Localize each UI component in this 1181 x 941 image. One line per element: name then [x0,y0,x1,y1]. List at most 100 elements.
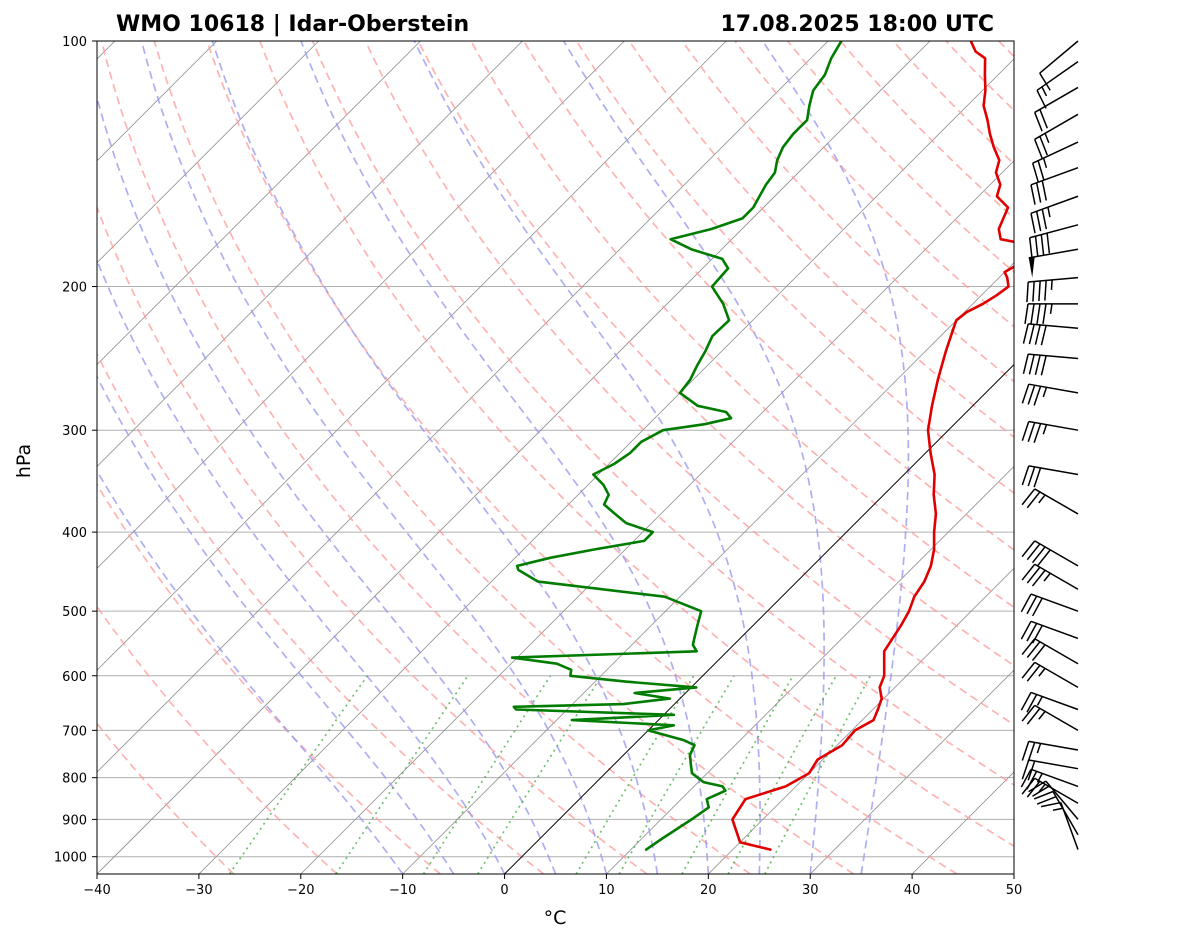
wind-barb-full [1021,540,1036,558]
wind-barb [1021,638,1079,665]
wind-barb-half [1038,783,1046,793]
y-tick-label: 800 [62,772,87,787]
wind-barb-half [1052,807,1064,811]
wind-barb-full [1031,546,1046,564]
wind-barb-full [1026,491,1041,509]
isotherm--50 [97,41,829,773]
y-tick-label: 700 [62,724,87,739]
wind-barb-half [1047,207,1051,218]
wind-barb-full [1021,741,1030,761]
mixing-ratio-0.4 [228,675,368,874]
wind-barb [1021,704,1079,732]
wind-barb-half [1038,710,1046,720]
wind-barb-full [1028,354,1035,375]
wind-barb-full [1031,162,1040,183]
wind-barb-full [1033,423,1042,444]
y-axis-ticks: 100 200 300 400 500 600 700 800 900 1000 [54,35,97,866]
wind-barb [1022,353,1079,376]
isotherm--10 [402,262,1014,874]
wind-barb [1021,420,1079,444]
wind-barb-full [1046,232,1051,254]
wind-barb-full [1027,466,1036,487]
wind-barb-full [1035,211,1042,232]
wind-barb-full [1028,237,1033,258]
wind-barb-full [1026,771,1038,790]
wind-barb-shaft [1034,638,1079,665]
wind-barb [1021,661,1079,689]
wind-barb-shaft [1034,563,1079,590]
x-tick-label: 0 [500,883,508,898]
isotherm-zero-line [504,363,1014,874]
plot-frame [96,40,1015,875]
wind-barb-shaft [1036,61,1079,91]
wind-barb-full [1031,597,1043,617]
mixing-ratio-2 [422,675,552,874]
moist-adiabat-10 [140,41,608,874]
isotherm--60 [97,41,727,671]
wind-barb-full [1022,323,1029,344]
wind-barb-full [1021,759,1030,780]
wind-barb-shaft [1028,465,1079,476]
mixing-ratio-12 [681,675,794,874]
isotherm-30 [809,669,1014,874]
wind-barb-shaft [1034,488,1079,515]
wind-barb-full [1034,139,1043,159]
y-tick-label: 300 [62,424,87,439]
wind-barb-full [1026,281,1029,303]
wind-barb [1033,790,1079,836]
moist-adiabat-0 [97,258,506,874]
wind-barb [1028,224,1079,258]
wind-barb-full [1036,795,1057,805]
wind-barb-full [1021,465,1030,486]
wind-barb-shaft [1052,791,1079,836]
wind-barb [1034,86,1079,132]
isotherm--20 [300,160,1014,874]
wind-barb-full [1039,136,1048,156]
wind-barb [1039,40,1079,91]
wind-barb-full [1038,280,1041,302]
wind-barb-shaft [1034,704,1079,732]
wind-barb-full [1044,280,1047,301]
wind-barb-shaft [1034,777,1079,804]
wind-barbs [1020,40,1079,850]
y-tick-label: 500 [62,605,87,620]
wind-barb-full [1021,638,1036,656]
wind-barb-full [1037,160,1045,181]
mixing-ratio-1 [335,675,469,874]
moist-adiabat--10 [97,469,404,874]
wind-barb-half [1042,157,1048,168]
x-tick-label: 20 [700,883,717,898]
dry-adiabat--10 [97,482,441,874]
wind-barb [1024,303,1078,324]
wind-barb-full [1032,281,1035,302]
chart-title-datetime: 17.08.2025 18:00 UTC [720,12,994,37]
wind-barb-full [1027,384,1036,405]
wind-barb [1021,740,1079,762]
moist-adiabat-5 [97,94,557,874]
wind-barb-half [1050,279,1053,290]
isotherm--40 [97,41,931,874]
wind-barb-full [1027,760,1036,781]
wind-barb [1030,195,1079,234]
wind-barb-shaft [1028,248,1079,259]
x-tick-label: −10 [389,883,416,898]
wind-barb-full [1042,303,1047,324]
wind-barb-full [1040,325,1047,346]
wind-barb-shaft [1028,759,1079,770]
wind-barb-full [1021,383,1030,404]
mixing-ratio-8 [618,675,735,874]
wind-barb [1022,323,1079,346]
x-tick-label: 30 [802,883,819,898]
wind-barb-half [1036,773,1043,783]
wind-barb-shaft [1029,224,1079,239]
wind-barb-full [1020,620,1032,640]
y-axis-label: hPa [13,444,35,478]
wind-barb-full [1036,89,1047,109]
wind-barb-full [1021,661,1036,679]
wind-barb-full [1039,72,1051,91]
wind-barb-full [1026,641,1041,659]
dry-adiabat-100 [523,41,1014,551]
wind-barb-shaft [1028,276,1079,283]
